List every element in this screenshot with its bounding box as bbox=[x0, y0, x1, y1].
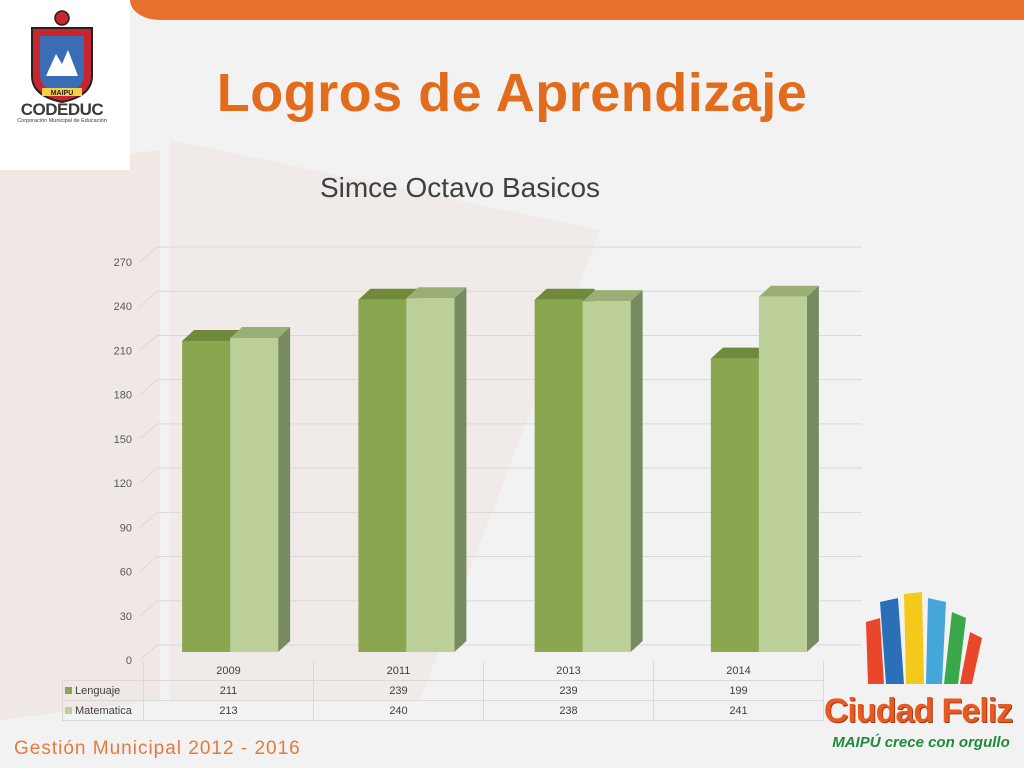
bar-front-face bbox=[710, 358, 759, 652]
gridline bbox=[139, 246, 862, 263]
y-tick-label: 0 bbox=[126, 655, 132, 667]
table-row-lenguaje: Lenguaje 211 239 239 199 bbox=[62, 680, 824, 701]
chart-title: Simce Octavo Basicos bbox=[319, 172, 601, 203]
bar-matematica-2009 bbox=[230, 327, 291, 652]
slide-title: Logros de Aprendizaje bbox=[216, 63, 808, 123]
y-tick-label: 210 bbox=[114, 345, 132, 357]
y-tick-label: 180 bbox=[114, 390, 132, 402]
chart-y-axis: 0 30 60 90 120 150 180 210 240 270 bbox=[114, 257, 132, 667]
bar-front-face bbox=[182, 340, 231, 652]
bar-side-face bbox=[806, 285, 819, 652]
data-label: 239 bbox=[483, 680, 654, 701]
chart-bars bbox=[182, 285, 819, 652]
y-tick-label: 240 bbox=[114, 301, 132, 313]
gridline bbox=[139, 290, 862, 307]
ciudad-feliz-logo-icon bbox=[866, 592, 982, 684]
codeduc-crest-icon: MAIPU bbox=[31, 10, 93, 104]
data-label: 238 bbox=[483, 700, 654, 721]
ciudad-feliz-slogan: MAIPÚ crece con orgullo bbox=[832, 734, 1010, 751]
bar-front-face bbox=[582, 301, 631, 652]
svg-text:MAIPU: MAIPU bbox=[51, 90, 74, 97]
bar-top-face bbox=[358, 288, 419, 300]
table-corner bbox=[63, 661, 144, 681]
y-tick-label: 60 bbox=[120, 567, 132, 579]
y-tick-label: 270 bbox=[114, 257, 132, 269]
y-tick-label: 150 bbox=[114, 434, 132, 446]
bar-top-face bbox=[230, 327, 291, 339]
data-label: 213 bbox=[143, 700, 314, 721]
category-label: 2009 bbox=[143, 661, 314, 681]
data-label: 241 bbox=[653, 700, 824, 721]
codeduc-logo-subtitle: Corporación Municipal de Educación bbox=[17, 118, 107, 124]
bar-side-face bbox=[630, 290, 643, 652]
data-label: 240 bbox=[313, 700, 484, 721]
bar-front-face bbox=[358, 299, 407, 652]
y-tick-label: 30 bbox=[120, 611, 132, 623]
legend-key-matematica bbox=[65, 707, 72, 715]
bar-front-face bbox=[534, 299, 583, 652]
category-label: 2011 bbox=[313, 661, 484, 681]
y-tick-label: 90 bbox=[120, 522, 132, 534]
ciudad-feliz-name: Ciudad Feliz bbox=[823, 692, 1013, 730]
footer-text: Gestión Municipal 2012 - 2016 bbox=[14, 738, 301, 759]
data-label: 199 bbox=[653, 680, 824, 701]
bar-top-face bbox=[758, 285, 819, 297]
bar-matematica-2011 bbox=[406, 287, 467, 652]
bar-side-face bbox=[278, 327, 291, 652]
bar-side-face bbox=[454, 287, 467, 652]
bar-top-face bbox=[406, 287, 467, 299]
bar-front-face bbox=[406, 298, 455, 652]
series-name: Matematica bbox=[75, 704, 132, 717]
legend-entry-lenguaje: Lenguaje bbox=[62, 680, 144, 701]
bar-matematica-2014 bbox=[758, 285, 819, 652]
table-header-row: 2009 2011 2013 2014 bbox=[63, 661, 824, 681]
legend-entry-matematica: Matematica bbox=[62, 700, 144, 721]
top-accent-bar bbox=[130, 0, 1024, 20]
category-label: 2013 bbox=[483, 661, 654, 681]
y-tick-label: 120 bbox=[114, 478, 132, 490]
chart-data-table: 2009 2011 2013 2014 Lenguaje 211 239 239… bbox=[62, 661, 824, 721]
series-name: Lenguaje bbox=[75, 684, 121, 697]
legend-key-lenguaje bbox=[65, 687, 72, 695]
table-row-matematica: Matematica 213 240 238 241 bbox=[62, 700, 824, 721]
bar-top-face bbox=[182, 329, 243, 341]
bar-top-face bbox=[582, 290, 643, 302]
data-label: 211 bbox=[143, 680, 314, 701]
bar-front-face bbox=[758, 296, 807, 652]
bar-top-face bbox=[534, 288, 595, 300]
codeduc-logo-text: CODEDUC bbox=[20, 100, 104, 119]
bar-front-face bbox=[230, 338, 279, 652]
category-label: 2014 bbox=[653, 661, 824, 681]
bar-matematica-2013 bbox=[582, 290, 643, 652]
data-label: 239 bbox=[313, 680, 484, 701]
bar-top-face bbox=[710, 347, 771, 359]
